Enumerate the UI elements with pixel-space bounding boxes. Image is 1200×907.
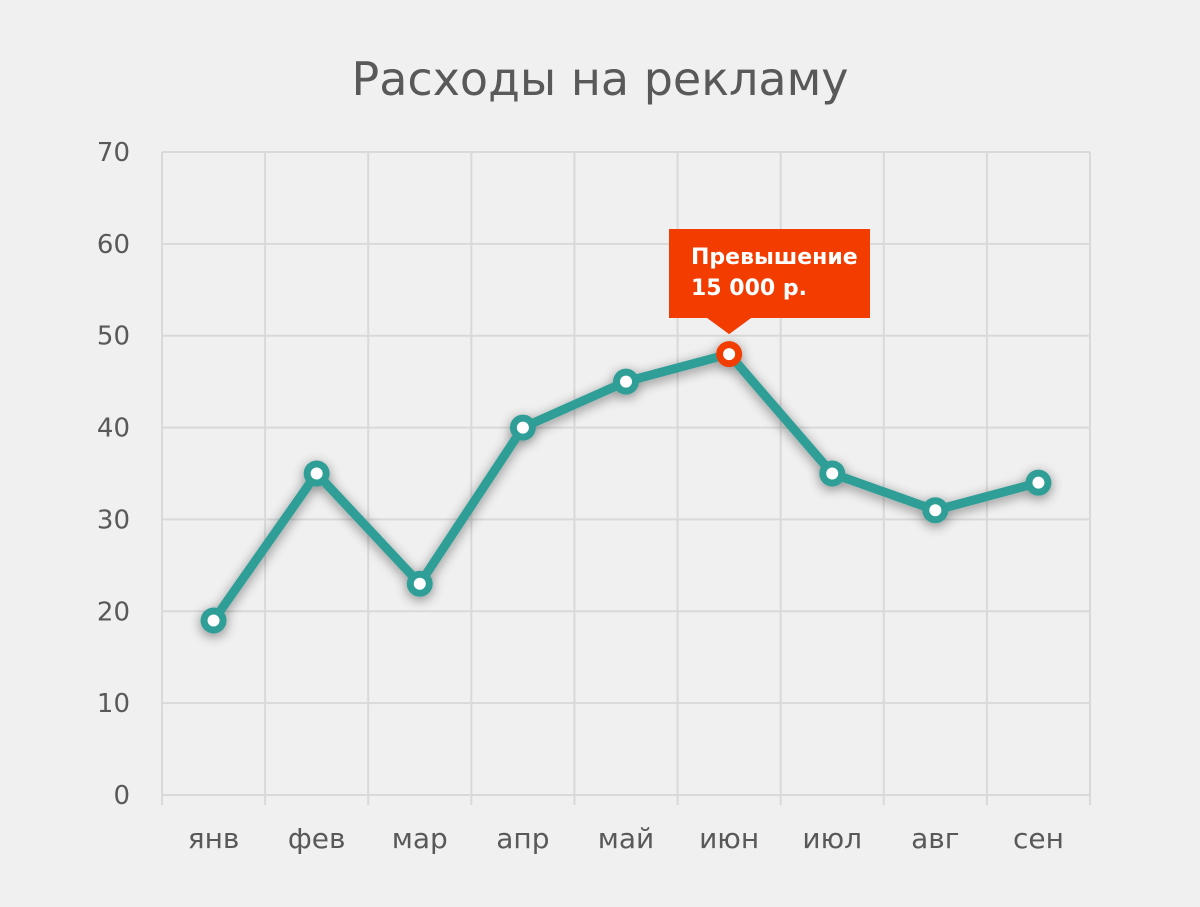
- data-point-marker-center: [826, 467, 839, 480]
- data-point-marker-center: [1032, 476, 1045, 489]
- data-point-marker-center: [929, 504, 942, 517]
- data-point-marker-center: [207, 614, 220, 627]
- series-layer: [200, 341, 1052, 634]
- data-point-marker-center: [516, 421, 529, 434]
- data-point-marker-center: [413, 577, 426, 590]
- data-point-marker-center: [723, 348, 736, 361]
- x-tick-label: июл: [802, 822, 862, 855]
- x-tick-label: май: [598, 822, 654, 855]
- y-tick-label: 20: [97, 597, 130, 627]
- chart-title: Расходы на рекламу: [351, 52, 849, 106]
- callout-text-line: Превышение: [691, 245, 858, 270]
- y-tick-label: 40: [97, 414, 130, 444]
- x-tick-label: сен: [1013, 822, 1064, 855]
- grid-lines: [161, 151, 1091, 805]
- y-tick-label: 70: [97, 138, 130, 168]
- y-tick-label: 30: [97, 505, 130, 535]
- tick-labels: 0 10 20 30 40 50 60 70 янв фев мар апр май июн июл авг с…: [97, 138, 1064, 855]
- callout-pointer: [707, 318, 752, 335]
- callout-text-line: 15 000 р.: [691, 276, 807, 301]
- y-tick-label: 10: [97, 689, 130, 719]
- x-tick-label: июн: [699, 822, 759, 855]
- callout-box: [669, 229, 870, 318]
- x-tick-label: авг: [911, 822, 959, 855]
- x-tick-label: апр: [496, 822, 549, 855]
- x-tick-label: янв: [188, 822, 240, 855]
- data-point-marker-center: [310, 467, 323, 480]
- y-tick-label: 60: [97, 230, 130, 260]
- y-tick-label: 50: [97, 322, 130, 352]
- y-tick-label: 0: [113, 781, 130, 811]
- x-tick-label: фев: [288, 822, 346, 855]
- callout: Превышение 15 000 р.: [669, 229, 870, 335]
- x-tick-label: мар: [392, 822, 448, 855]
- data-point-marker-center: [620, 375, 632, 388]
